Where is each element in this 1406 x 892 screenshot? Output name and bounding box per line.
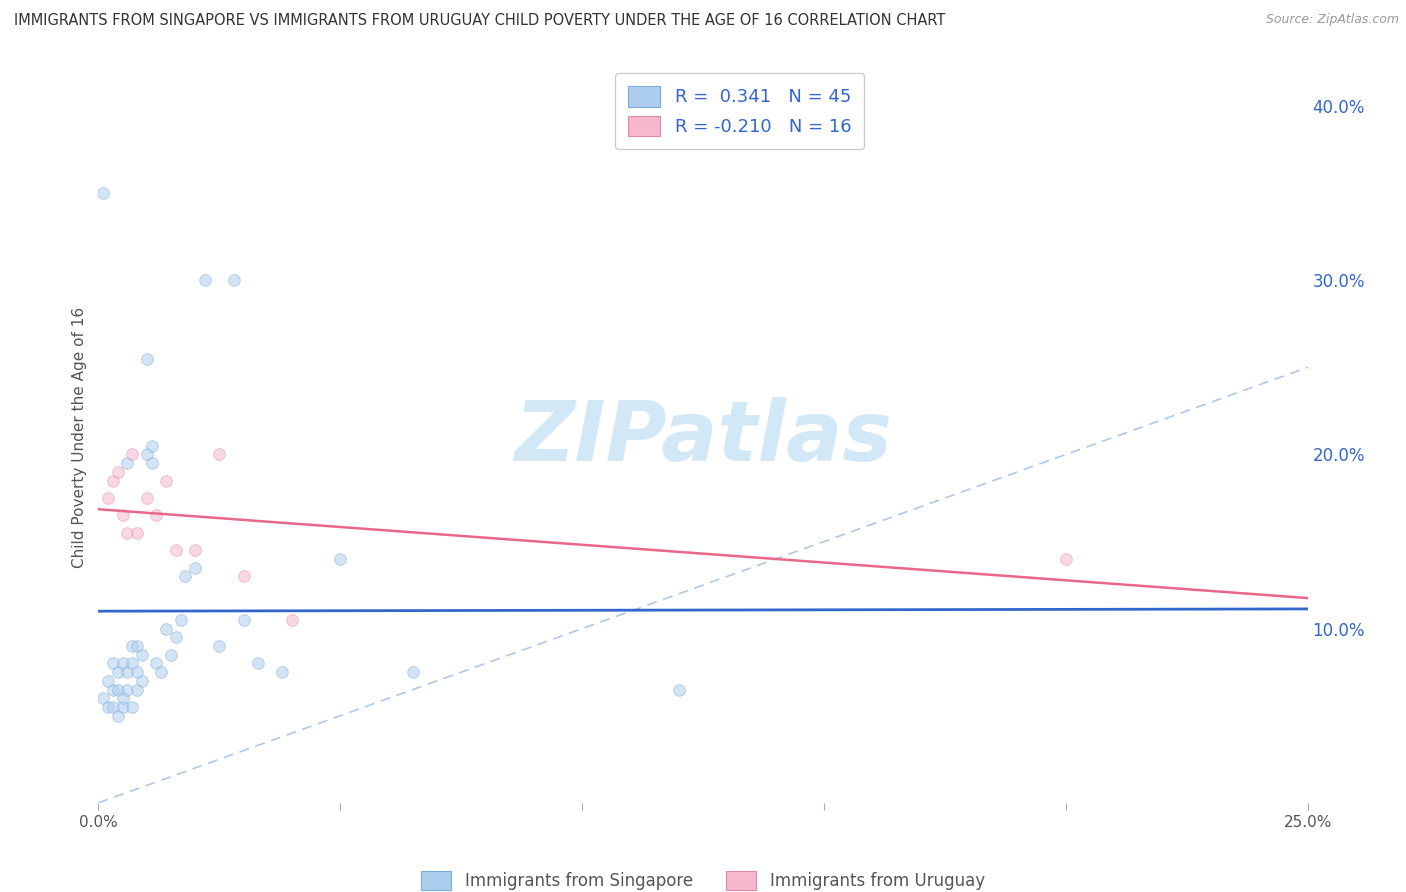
Point <box>145 508 167 523</box>
Point <box>131 648 153 662</box>
Text: IMMIGRANTS FROM SINGAPORE VS IMMIGRANTS FROM URUGUAY CHILD POVERTY UNDER THE AGE: IMMIGRANTS FROM SINGAPORE VS IMMIGRANTS … <box>14 13 945 29</box>
Point <box>169 613 191 627</box>
Y-axis label: Child Poverty Under the Age of 16: Child Poverty Under the Age of 16 <box>72 307 87 567</box>
Legend: Immigrants from Singapore, Immigrants from Uruguay: Immigrants from Singapore, Immigrants fr… <box>413 863 993 892</box>
Point <box>232 613 254 627</box>
Point <box>97 491 120 505</box>
Point <box>174 569 197 583</box>
Point <box>107 682 129 697</box>
Point <box>141 456 163 470</box>
Point <box>107 708 129 723</box>
Point <box>155 622 177 636</box>
Point <box>135 448 157 462</box>
Point <box>247 657 270 671</box>
Point <box>107 465 129 479</box>
Point <box>111 657 134 671</box>
Point <box>135 491 157 505</box>
Point <box>281 613 304 627</box>
Point <box>141 439 163 453</box>
Point <box>668 682 690 697</box>
Point <box>165 543 187 558</box>
Point <box>127 665 149 680</box>
Point <box>150 665 173 680</box>
Point <box>208 448 231 462</box>
Point <box>121 700 143 714</box>
Point <box>131 673 153 688</box>
Point <box>271 665 294 680</box>
Point <box>145 657 167 671</box>
Point <box>121 657 143 671</box>
Point <box>1054 552 1077 566</box>
Point <box>194 273 217 287</box>
Point <box>121 639 143 653</box>
Point <box>101 474 124 488</box>
Point <box>165 631 187 645</box>
Point <box>111 700 134 714</box>
Point <box>127 639 149 653</box>
Point <box>222 273 245 287</box>
Point <box>91 691 114 706</box>
Point <box>101 682 124 697</box>
Point <box>208 639 231 653</box>
Point <box>184 543 207 558</box>
Text: Source: ZipAtlas.com: Source: ZipAtlas.com <box>1265 13 1399 27</box>
Point <box>127 682 149 697</box>
Point <box>101 700 124 714</box>
Text: ZIPatlas: ZIPatlas <box>515 397 891 477</box>
Point <box>127 525 149 540</box>
Point <box>117 665 139 680</box>
Point <box>107 665 129 680</box>
Point <box>135 351 157 366</box>
Point <box>184 560 207 574</box>
Point <box>101 657 124 671</box>
Point <box>117 525 139 540</box>
Point <box>117 682 139 697</box>
Point <box>121 448 143 462</box>
Point <box>97 673 120 688</box>
Point <box>111 691 134 706</box>
Point <box>160 648 183 662</box>
Point <box>155 474 177 488</box>
Point <box>97 700 120 714</box>
Point <box>402 665 425 680</box>
Point <box>117 456 139 470</box>
Point <box>329 552 352 566</box>
Point <box>232 569 254 583</box>
Point <box>91 186 114 201</box>
Point <box>111 508 134 523</box>
